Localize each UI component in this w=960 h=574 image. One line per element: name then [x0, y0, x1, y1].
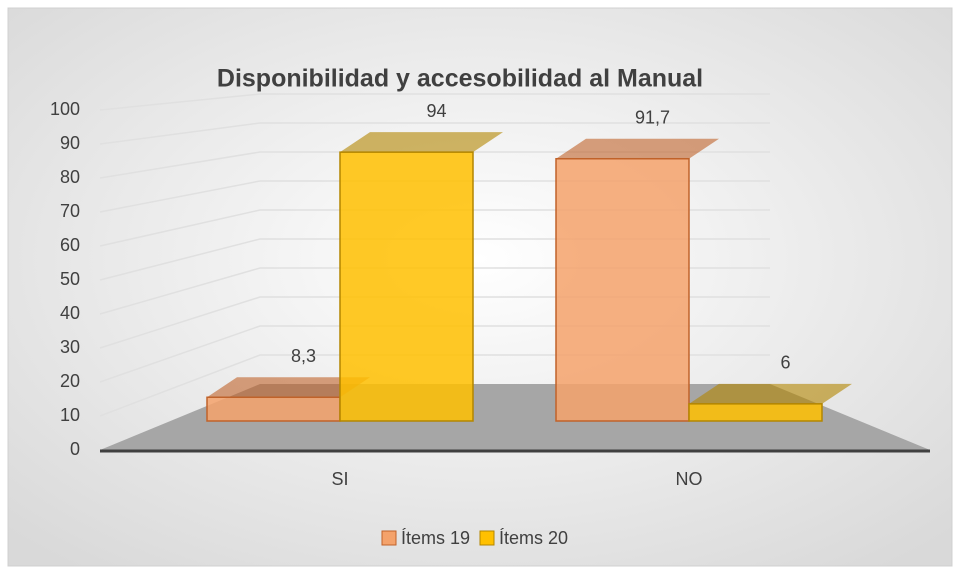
bar [688, 403, 823, 422]
y-tick-label: 30 [60, 337, 80, 357]
value-label: 6 [780, 353, 790, 373]
y-tick-label: 70 [60, 201, 80, 221]
y-tick-label: 40 [60, 303, 80, 323]
x-tick-label: NO [676, 469, 703, 489]
legend-swatch [479, 530, 495, 546]
chart-area [7, 7, 953, 567]
bar [339, 151, 474, 422]
y-tick-label: 100 [50, 99, 80, 119]
bar-top [207, 377, 370, 398]
bar-top [340, 132, 503, 153]
bar-top [556, 138, 719, 159]
y-tick-label: 0 [70, 439, 80, 459]
y-tick-label: 50 [60, 269, 80, 289]
y-tick-label: 90 [60, 133, 80, 153]
x-tick-label: SI [331, 469, 348, 489]
value-label: 8,3 [291, 346, 316, 366]
legend-swatch [381, 530, 397, 546]
legend-label: Ítems 19 [401, 528, 470, 548]
legend-label: Ítems 20 [499, 528, 568, 548]
value-label: 91,7 [635, 107, 670, 127]
y-tick-label: 20 [60, 371, 80, 391]
y-tick-label: 10 [60, 405, 80, 425]
chart-title: Disponibilidad y accesobilidad al Manual [217, 65, 703, 93]
y-tick-label: 60 [60, 235, 80, 255]
value-label: 94 [426, 101, 446, 121]
bar-top [689, 383, 852, 404]
y-tick-label: 80 [60, 167, 80, 187]
bar [555, 157, 690, 422]
bar [206, 396, 341, 422]
grid-line [99, 122, 770, 145]
grid-line [99, 93, 770, 111]
